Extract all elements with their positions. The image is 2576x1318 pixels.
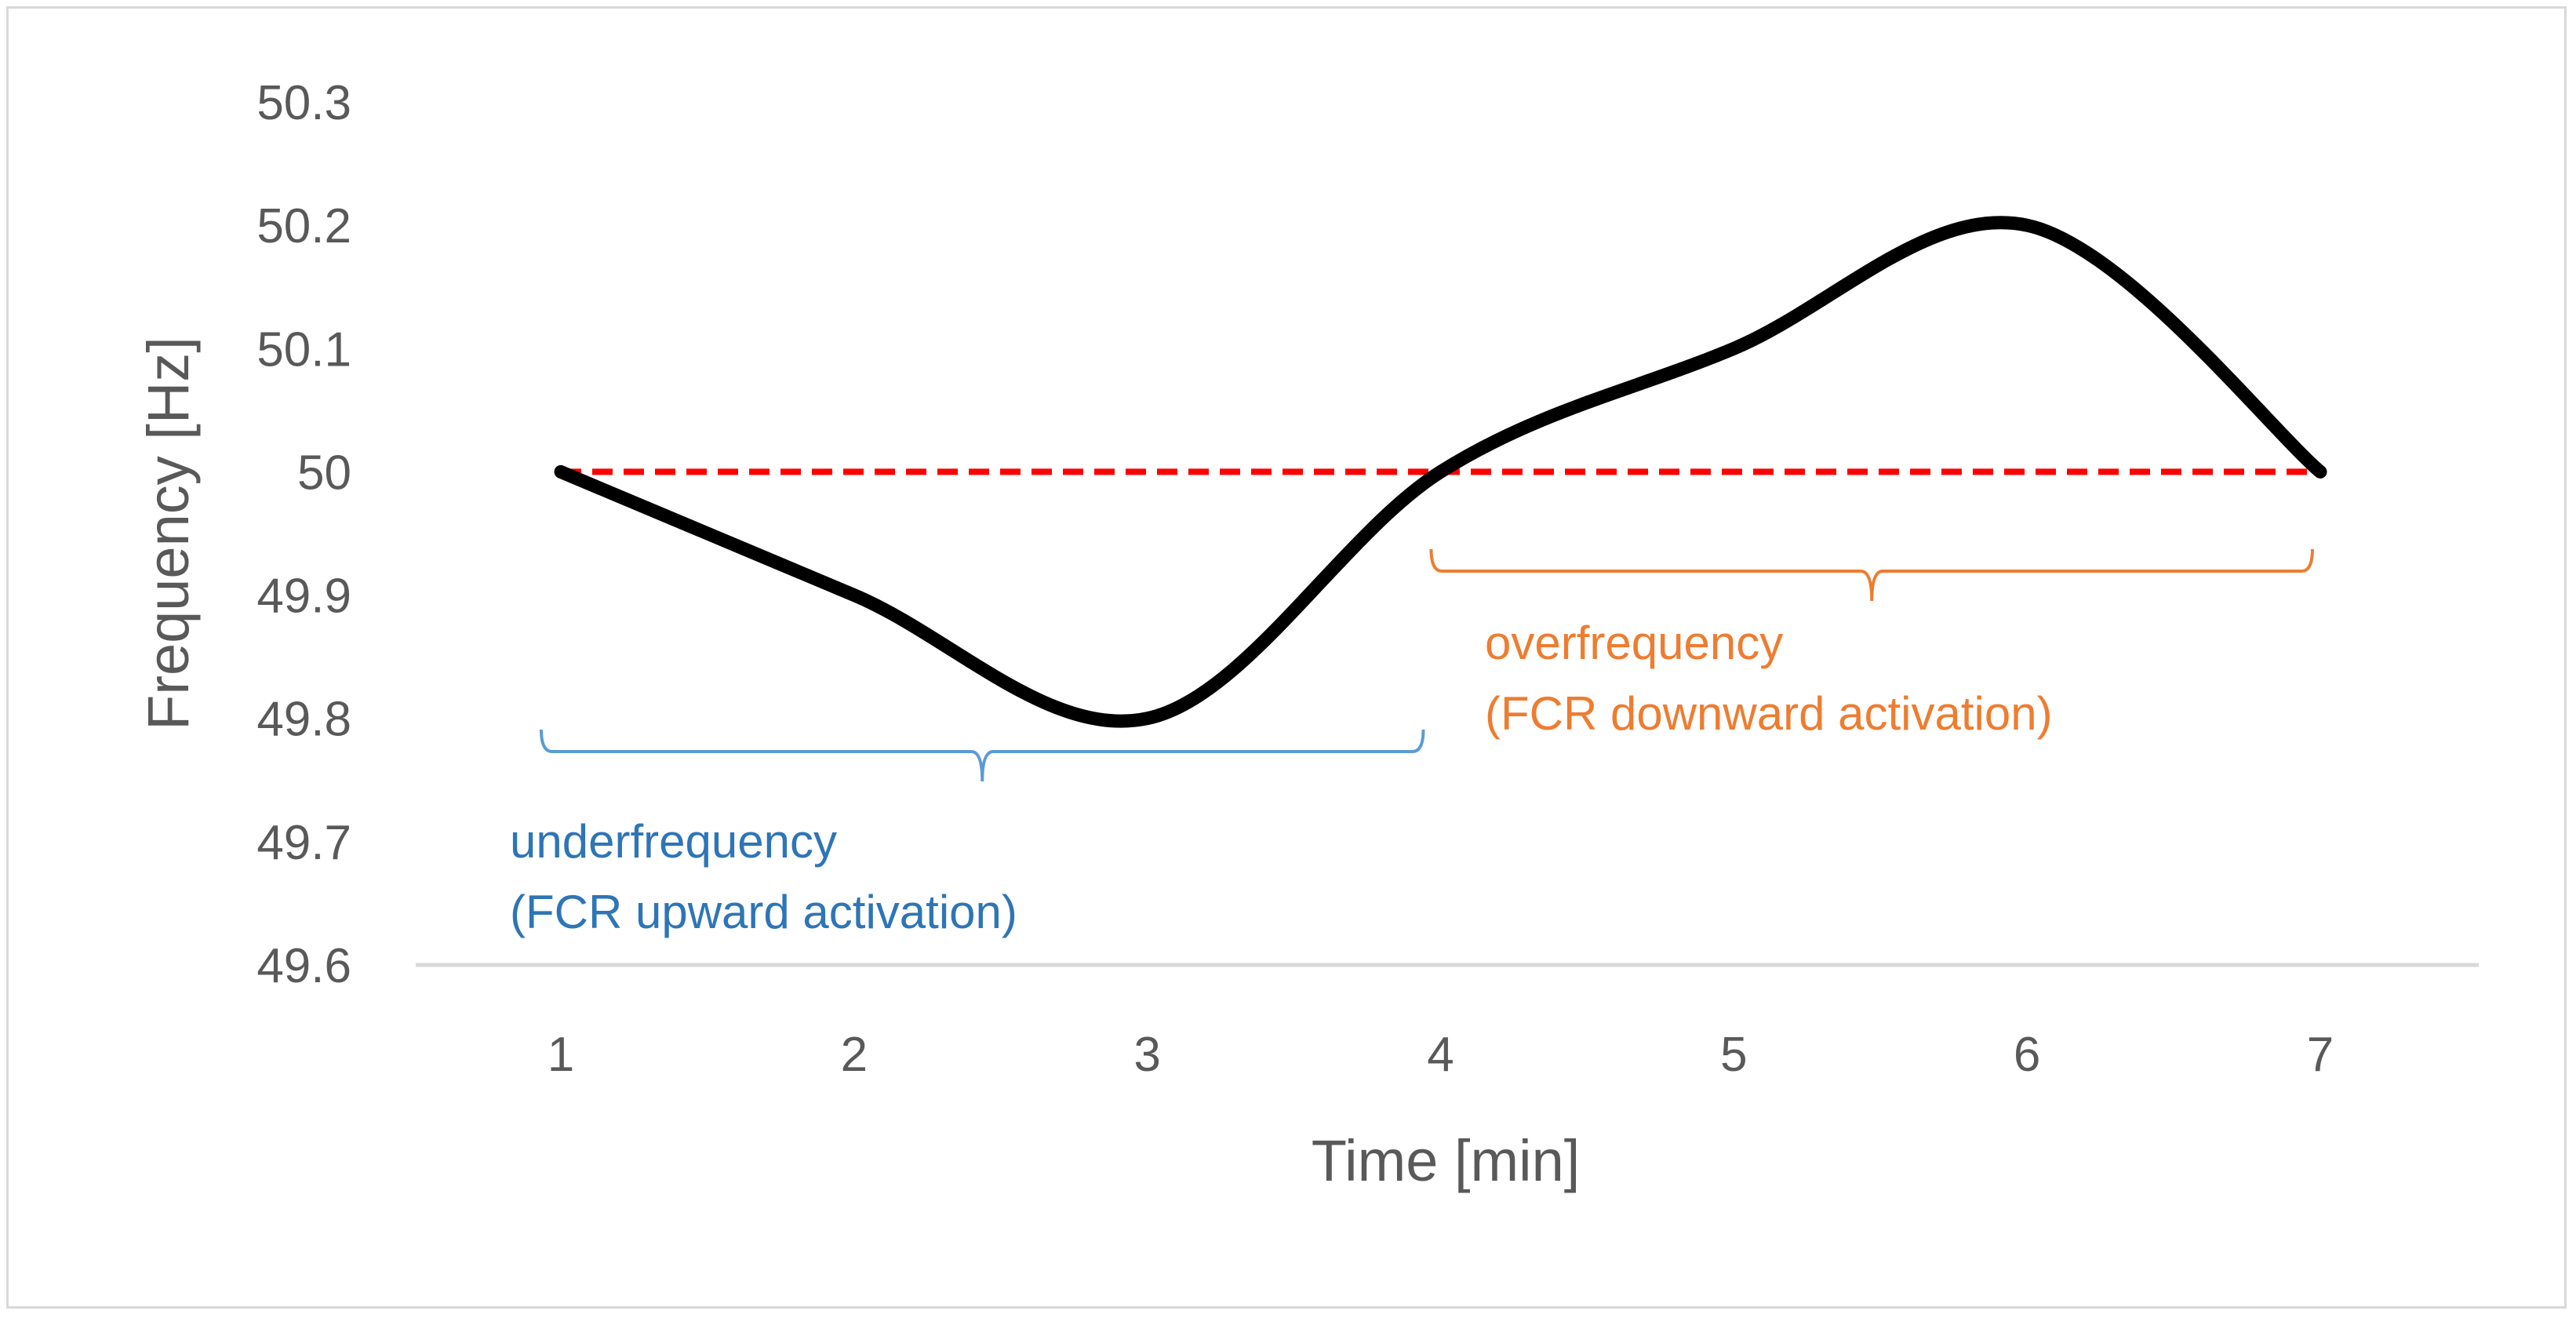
annotation-overfrequency-line1: overfrequency [1485, 617, 1783, 669]
annotation-underfrequency-line2: (FCR upward activation) [510, 886, 1017, 938]
x-tick-label: 2 [841, 1028, 868, 1082]
x-axis-title: Time [min] [1312, 1128, 1581, 1193]
y-tick-label: 50.1 [257, 322, 351, 377]
x-tick-label: 6 [2014, 1028, 2040, 1082]
y-tick-label: 50.2 [257, 199, 351, 253]
series-frequency [554, 216, 2327, 728]
bracket-overfrequency [1429, 548, 2314, 602]
y-axis-ticks: 49.6 49.7 49.8 49.9 50 50.1 50.2 50.3 [257, 76, 351, 993]
y-tick-label: 49.9 [257, 570, 351, 624]
y-tick-label: 50 [297, 446, 351, 500]
x-axis-ticks: 1 2 3 4 5 6 7 [548, 1028, 2334, 1082]
x-tick-label: 7 [2307, 1028, 2334, 1082]
y-tick-label: 50.3 [257, 76, 351, 130]
chart-frame [6, 6, 2567, 1309]
y-tick-label: 49.8 [257, 693, 351, 747]
x-tick-label: 4 [1427, 1028, 1454, 1082]
bracket-underfrequency [540, 729, 1425, 782]
x-tick-label: 1 [548, 1028, 574, 1082]
annotation-underfrequency-line1: underfrequency [510, 815, 837, 868]
annotation-overfrequency-line2: (FCR downward activation) [1485, 687, 2053, 740]
x-tick-label: 5 [1720, 1028, 1747, 1082]
y-tick-label: 49.7 [257, 816, 351, 870]
y-tick-label: 49.6 [257, 939, 351, 993]
y-axis-title: Frequency [Hz] [136, 337, 201, 730]
x-tick-label: 3 [1133, 1028, 1160, 1082]
